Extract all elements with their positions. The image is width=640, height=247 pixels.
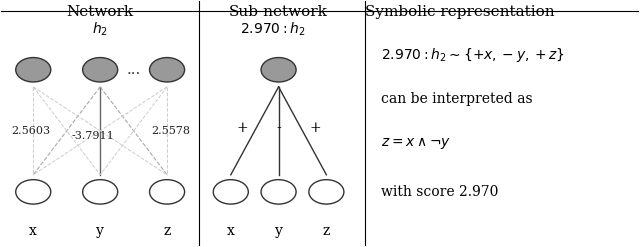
Ellipse shape	[83, 58, 118, 82]
Text: Symbolic representation: Symbolic representation	[365, 5, 555, 19]
Ellipse shape	[150, 180, 184, 204]
Text: +: +	[309, 121, 321, 135]
Text: with score 2.970: with score 2.970	[381, 185, 498, 199]
Ellipse shape	[150, 58, 184, 82]
Ellipse shape	[213, 180, 248, 204]
Ellipse shape	[261, 180, 296, 204]
Ellipse shape	[16, 58, 51, 82]
Text: Sub-network: Sub-network	[229, 5, 328, 19]
Text: ...: ...	[126, 63, 140, 77]
Text: can be interpreted as: can be interpreted as	[381, 92, 532, 106]
Text: x: x	[29, 224, 37, 238]
Text: $2.970 : h_2$: $2.970 : h_2$	[241, 21, 306, 38]
Text: $h_2$: $h_2$	[92, 21, 108, 38]
Ellipse shape	[83, 180, 118, 204]
Ellipse shape	[261, 58, 296, 82]
Text: y: y	[275, 224, 282, 238]
Text: -3.7911: -3.7911	[72, 131, 114, 141]
Text: y: y	[96, 224, 104, 238]
Text: $2.970 : h_2 \sim \{+x, -y, +z\}$: $2.970 : h_2 \sim \{+x, -y, +z\}$	[381, 46, 564, 64]
Text: +: +	[236, 121, 248, 135]
Text: z: z	[163, 224, 171, 238]
Text: x: x	[227, 224, 235, 238]
Ellipse shape	[16, 180, 51, 204]
Text: 2.5603: 2.5603	[11, 126, 50, 136]
Text: $z = x \wedge \neg y$: $z = x \wedge \neg y$	[381, 135, 451, 151]
Text: -: -	[276, 121, 281, 135]
Text: z: z	[323, 224, 330, 238]
Text: Network: Network	[67, 5, 134, 19]
Ellipse shape	[309, 180, 344, 204]
Text: 2.5578: 2.5578	[151, 126, 190, 136]
